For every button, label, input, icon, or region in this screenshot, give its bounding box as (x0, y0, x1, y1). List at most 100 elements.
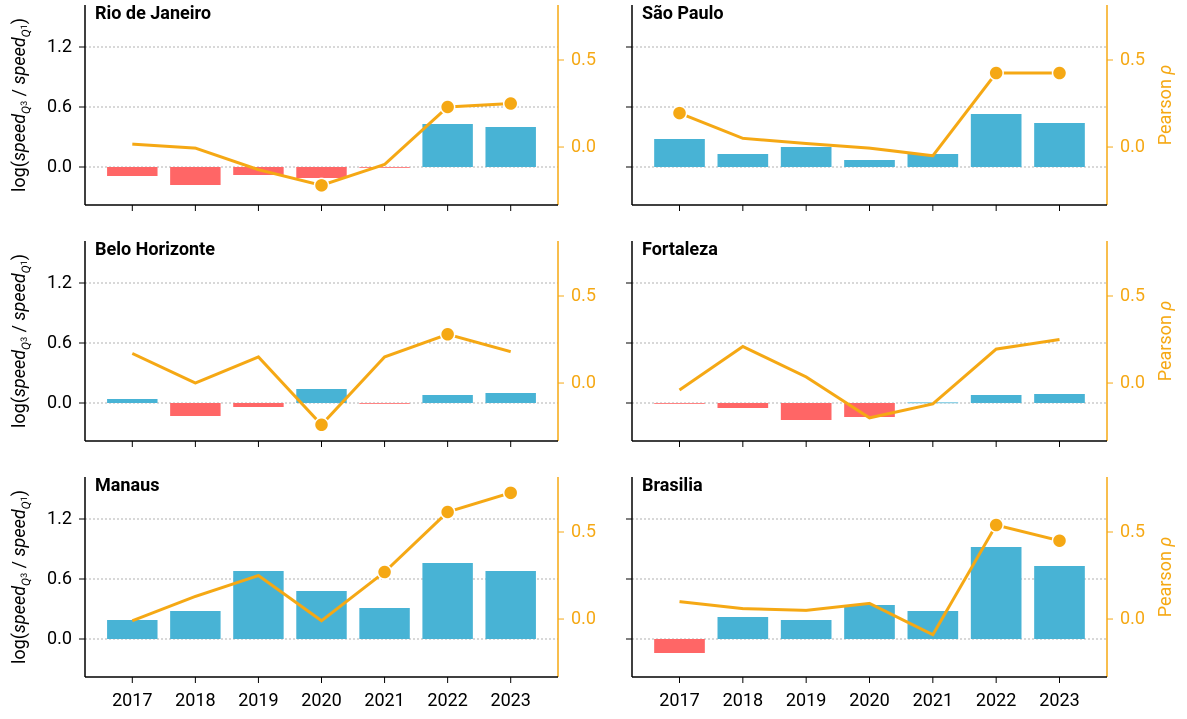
y-axis-label-part: 1 (20, 24, 30, 29)
bar (359, 167, 410, 168)
y-axis-label-part: 3 (20, 573, 30, 578)
y-axis-label-part: Q (19, 29, 33, 37)
subplot-title: Fortaleza (642, 239, 718, 260)
y-axis-label-part: 3 (20, 337, 30, 342)
subplot: 0.0 0.5 São Paulo Pearson ρ (626, 3, 1176, 211)
y-tick-label: 0.0 (47, 392, 72, 413)
y2-tick-label: 0.0 (571, 372, 596, 393)
bar (422, 563, 473, 639)
bar (296, 167, 347, 178)
marker (376, 564, 393, 580)
line (678, 338, 1060, 420)
y-axis-label-part: Q (19, 578, 33, 586)
y-axis-label-part: ) (9, 254, 30, 260)
y2-tick-label: 0.0 (1120, 136, 1145, 157)
y2-tick-label: 0.0 (1120, 608, 1145, 629)
marker (1051, 65, 1068, 81)
y2-tick-label: 0.5 (1120, 521, 1145, 542)
y-tick-label: 0.6 (47, 96, 72, 117)
bar (907, 154, 959, 167)
subplot: 0.0 0.6 1.2 0.0 0.5 2017 2018 2019 2020 2021 2022 2… (9, 475, 596, 711)
bar (970, 395, 1022, 403)
bar (970, 114, 1022, 167)
y2-axis-label: Pearson ρ (1155, 65, 1176, 146)
bar (170, 611, 221, 639)
y-axis-label-part: ) (9, 18, 30, 24)
y-axis-label-part: / (9, 85, 30, 101)
y2-tick-label: 0.0 (571, 608, 596, 629)
bar (844, 160, 895, 167)
bar (1034, 566, 1085, 639)
y-axis-label-part: log( (9, 633, 30, 664)
y-axis-label-part: 3 (20, 101, 30, 106)
subplot-title: Manaus (95, 475, 159, 496)
y-axis-label-part: Q (19, 106, 33, 114)
y-axis-label-part: Q (19, 342, 33, 350)
y2-tick-label: 0.5 (571, 521, 596, 542)
y-tick-label: 1.2 (47, 272, 72, 293)
marker (502, 485, 519, 501)
bar (422, 395, 473, 403)
x-tick-label: 2022 (427, 690, 467, 711)
y-axis-label-part: log( (9, 397, 30, 428)
y2-axis-label-part: ρ (1155, 301, 1176, 312)
bar (107, 167, 158, 176)
bar (359, 608, 410, 639)
bar (1034, 123, 1085, 167)
subplot: 0.0 0.5 Fortaleza Pearson ρ (626, 239, 1176, 447)
x-tick-label: 2021 (364, 690, 404, 711)
bar (107, 620, 158, 639)
y-axis-label-part: 1 (20, 496, 30, 501)
bar (107, 399, 158, 403)
bar (844, 605, 895, 639)
y-axis-label-part: speed (9, 272, 30, 320)
x-tick-label: 2020 (849, 690, 889, 711)
y2-tick-label: 0.5 (1120, 49, 1145, 70)
y-axis-label-part: 1 (20, 260, 30, 265)
y2-tick-label: 0.0 (1120, 372, 1145, 393)
y2-axis-label: Pearson ρ (1155, 537, 1176, 618)
subplot-title: Belo Horizonte (95, 239, 215, 260)
subplot-title: Brasilia (642, 475, 703, 496)
bar (654, 639, 705, 653)
marker (439, 326, 456, 343)
bar (1034, 394, 1085, 403)
bar (233, 403, 284, 407)
marker (439, 99, 456, 115)
y-axis-label-part: speed (9, 508, 30, 556)
y-axis-label-part: speed (9, 36, 30, 84)
x-tick-label: 2023 (490, 690, 530, 711)
y2-tick-label: 0.5 (571, 285, 596, 306)
y-tick-label: 0.6 (47, 568, 72, 589)
bar (717, 154, 769, 167)
bar (359, 403, 410, 404)
bar (654, 403, 705, 404)
y-tick-label: 1.2 (47, 36, 72, 57)
x-tick-label: 2021 (913, 690, 953, 711)
y-axis-label-part: speed (9, 113, 30, 161)
y2-axis-label-part: Pearson (1155, 75, 1176, 146)
subplot-title: Rio de Janeiro (95, 3, 211, 24)
x-tick-label: 2017 (659, 690, 699, 711)
x-tick-label: 2019 (238, 690, 278, 711)
bar (422, 124, 473, 167)
y2-axis-label-part: Pearson (1155, 311, 1176, 382)
marker (988, 517, 1004, 533)
y-axis-label-part: Q (19, 501, 33, 509)
x-tick-label: 2019 (786, 690, 826, 711)
x-tick-label: 2017 (112, 690, 152, 711)
y-axis-label: log(speedQ3 / speedQ1) (9, 490, 33, 664)
x-tick-label: 2020 (301, 690, 341, 711)
bar (485, 571, 536, 639)
y2-tick-label: 0.5 (1120, 285, 1145, 306)
y-axis-label-part: ) (9, 490, 30, 496)
y2-axis-label: Pearson ρ (1155, 301, 1176, 382)
marker (502, 95, 519, 112)
marker (1051, 532, 1068, 549)
subplot: 0.0 0.5 2017 2018 2019 2020 2021 2022 2023 Brasil… (626, 475, 1176, 711)
bar (485, 127, 536, 167)
y-axis-label-part: speed (9, 585, 30, 633)
